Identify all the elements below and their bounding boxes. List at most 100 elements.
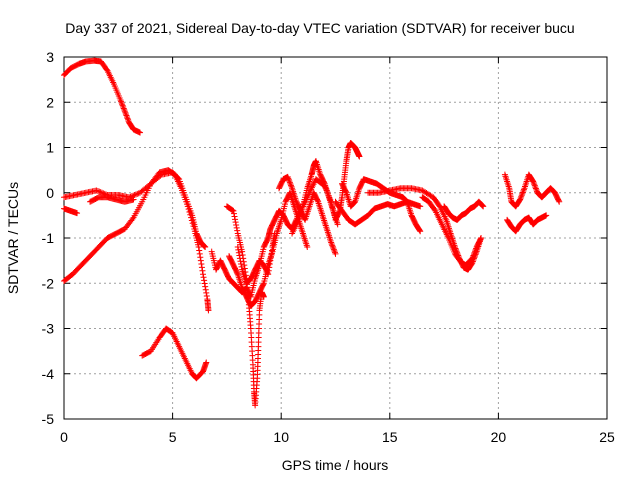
data-point [205,307,212,314]
data-point [518,192,525,199]
data-point [342,188,349,195]
data-point [202,286,209,293]
data-point [198,261,205,268]
data-point [285,175,292,182]
data-point [331,249,338,256]
data-point [229,207,236,214]
data-point [330,246,337,253]
data-point [132,191,139,198]
data-point [137,129,144,136]
data-point [196,247,203,254]
data-point [479,202,486,209]
data-point [123,113,130,120]
data-point [471,249,478,256]
y-tick-label: -2 [42,275,55,291]
data-point [417,203,424,210]
series-arc-8 [223,203,267,409]
data-point [328,240,335,247]
data-point [330,245,337,252]
series-arc-7 [208,203,304,300]
data-point [201,243,208,250]
series-arc-19 [501,171,563,210]
data-point [472,246,479,253]
data-point [356,153,363,160]
data-point [202,283,209,290]
data-point [74,210,81,217]
data-point [519,190,526,197]
data-point [555,197,562,204]
x-axis-label: GPS time / hours [282,457,389,473]
data-point [239,251,246,258]
data-point [237,258,244,265]
data-point [260,293,267,300]
data-point [202,244,209,251]
data-point [197,254,204,261]
x-tick-label: 10 [273,429,289,445]
y-tick-label: -3 [42,321,55,337]
data-point [287,182,294,189]
data-point [124,115,131,122]
y-tick-label: 1 [46,140,54,156]
series-arc-6 [139,325,210,382]
data-point [198,264,205,271]
data-point [101,190,108,197]
series-arc-10 [226,189,311,309]
data-point [230,207,237,214]
data-point [197,257,204,264]
data-point [157,172,164,179]
series-arc-5 [87,194,137,205]
data-point [530,178,537,185]
data-point [332,250,339,257]
data-point [234,270,241,277]
data-point [286,179,293,186]
series-arc-1 [61,57,144,136]
series-arc-2 [61,167,212,314]
data-point [517,196,524,203]
data-point [236,255,243,262]
data-point [520,186,527,193]
data-point [196,250,203,257]
axis-ticks: 0 5 10 15 20 25 -5 -4 -3 -2 -1 0 1 2 3 [42,49,615,445]
data-point [260,281,267,288]
data-point [201,242,208,249]
data-point [131,192,138,199]
data-point [238,261,245,268]
data-point [199,267,206,274]
data-point [543,212,550,219]
data-point [201,277,208,284]
data-point [120,104,127,111]
data-point [93,187,100,194]
data-point [470,251,477,258]
series-arc-14 [339,176,424,235]
series-arc-17 [419,194,485,269]
data-point [518,193,525,200]
data-point [286,178,293,185]
x-tick-label: 0 [60,429,68,445]
data-point [238,263,245,270]
data-point [469,253,476,260]
data-point [195,244,202,251]
data-point [469,255,476,262]
data-point [122,109,129,116]
data-point [235,249,242,256]
data-point [556,198,563,205]
data-point [288,183,295,190]
data-point [230,210,237,217]
data-point [532,185,539,192]
data-point [97,189,104,196]
data-point [314,197,321,204]
data-point [129,216,136,223]
data-point [287,180,294,187]
y-tick-label: 0 [46,185,54,201]
data-point [236,252,243,259]
data-point [470,252,477,259]
data-point [118,99,125,106]
data-point [532,184,539,191]
data-point [331,248,338,255]
data-point [201,280,208,287]
data-point [416,227,423,234]
data-point [234,244,241,251]
data-point [531,181,538,188]
data-point [121,108,128,115]
data-point [119,102,126,109]
